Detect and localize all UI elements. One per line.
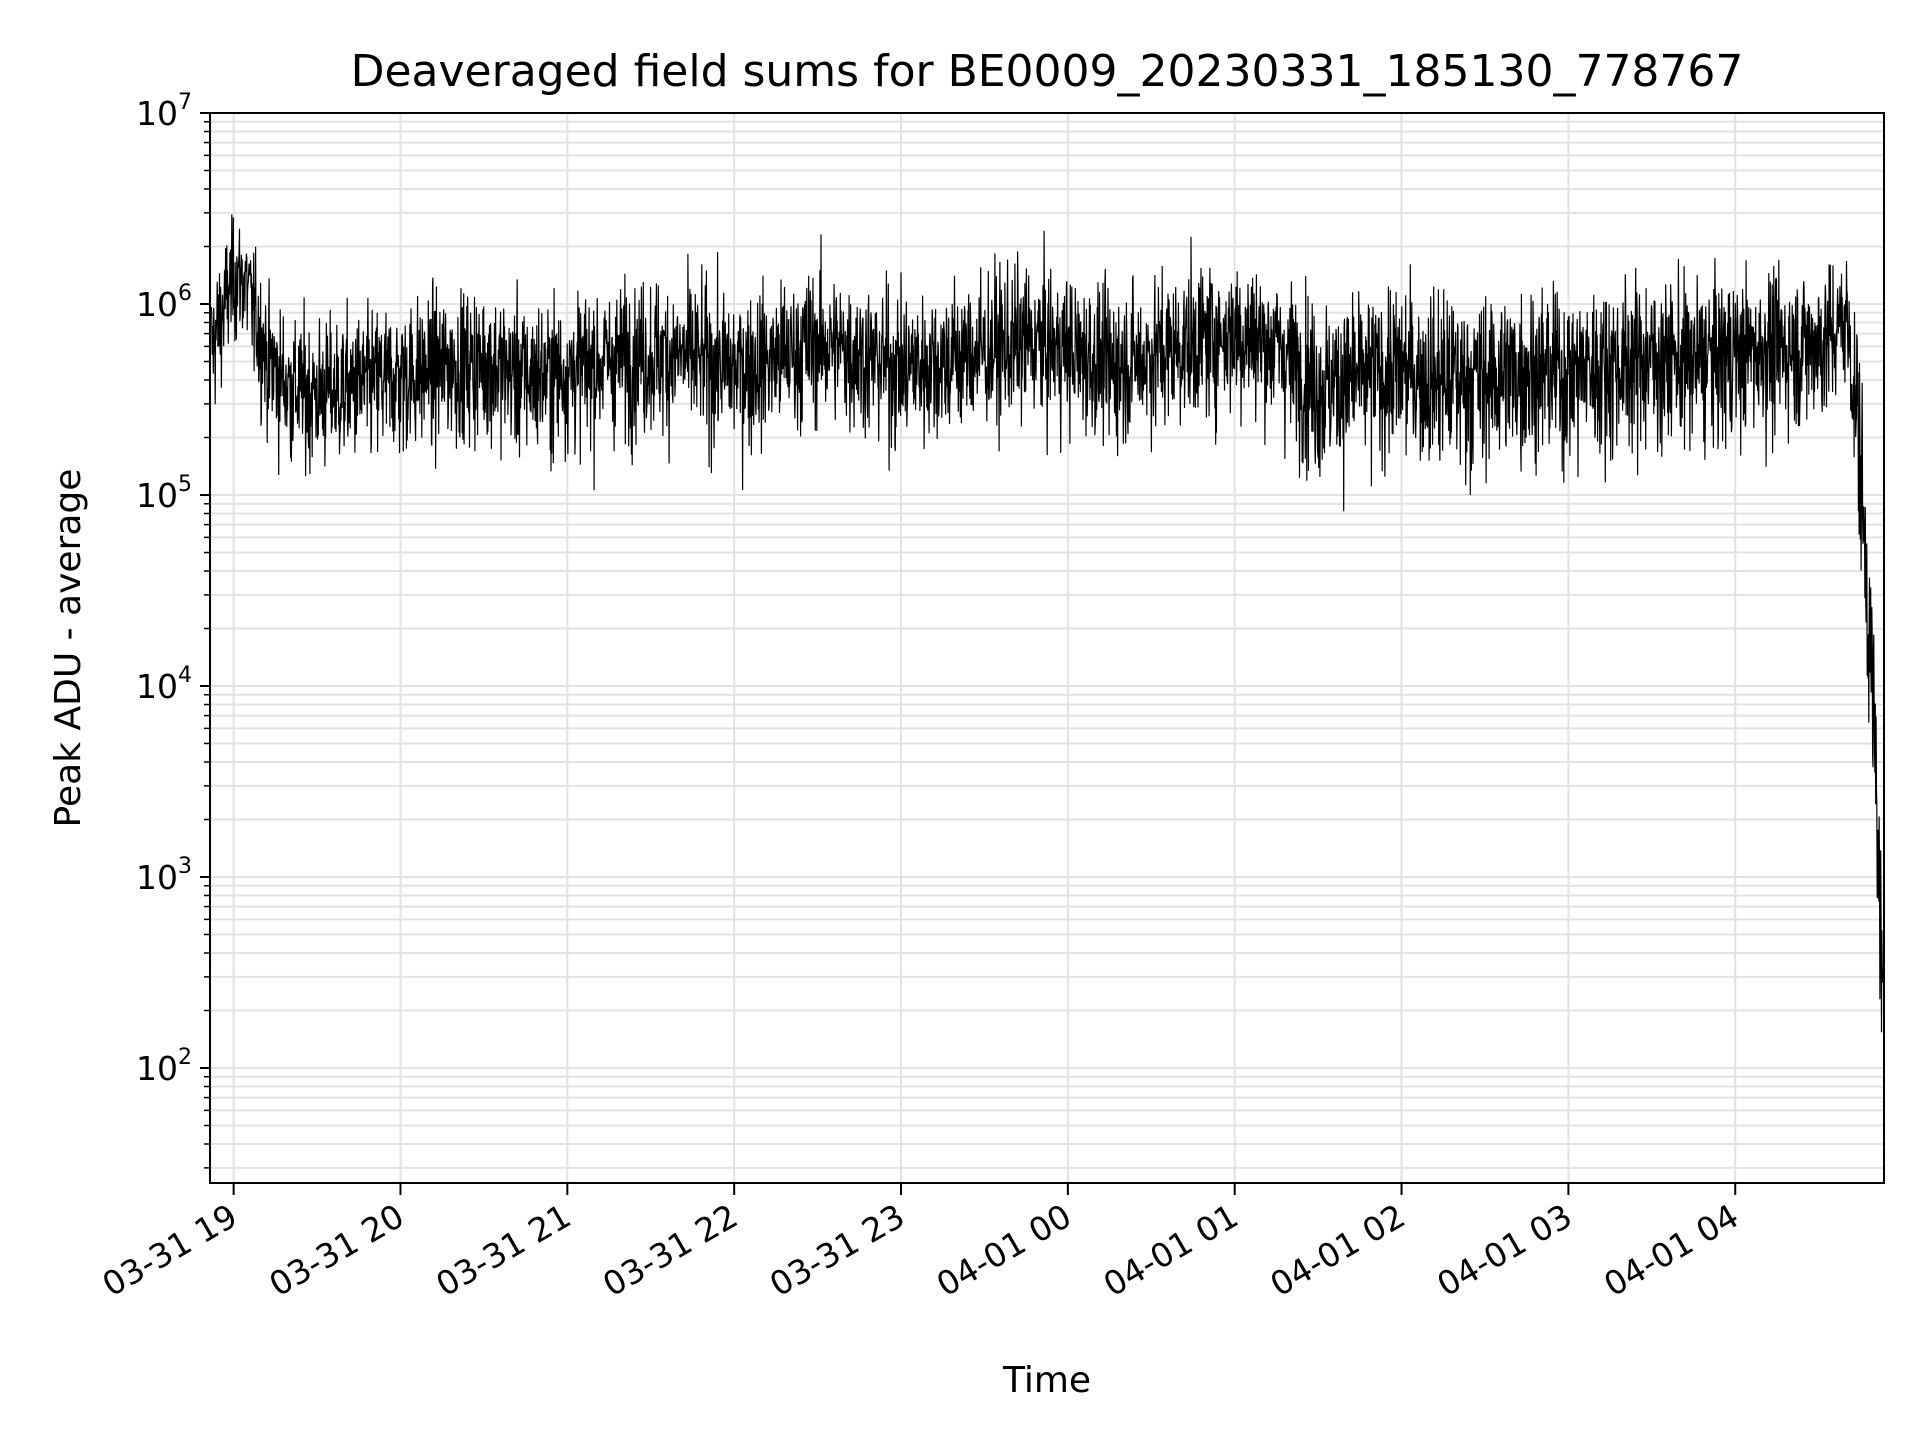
y-tick-label: 107 xyxy=(136,90,192,133)
series-line xyxy=(210,214,1884,1033)
series-layer xyxy=(210,214,1884,1033)
plot-area-frame xyxy=(209,112,1885,1184)
y-tick-label: 102 xyxy=(136,1045,192,1088)
y-axis-label: Peak ADU - average xyxy=(48,469,89,828)
y-tick-label: 105 xyxy=(136,472,192,515)
y-tick-label: 104 xyxy=(136,663,192,706)
y-tick-label: 106 xyxy=(136,281,192,324)
y-tick-label: 103 xyxy=(136,854,192,897)
y-axis: 102 103 104 105 106 107 xyxy=(136,90,210,1169)
x-axis-label: Time xyxy=(1002,1360,1091,1401)
chart-title: Deaveraged field sums for BE0009_2023033… xyxy=(351,46,1744,97)
